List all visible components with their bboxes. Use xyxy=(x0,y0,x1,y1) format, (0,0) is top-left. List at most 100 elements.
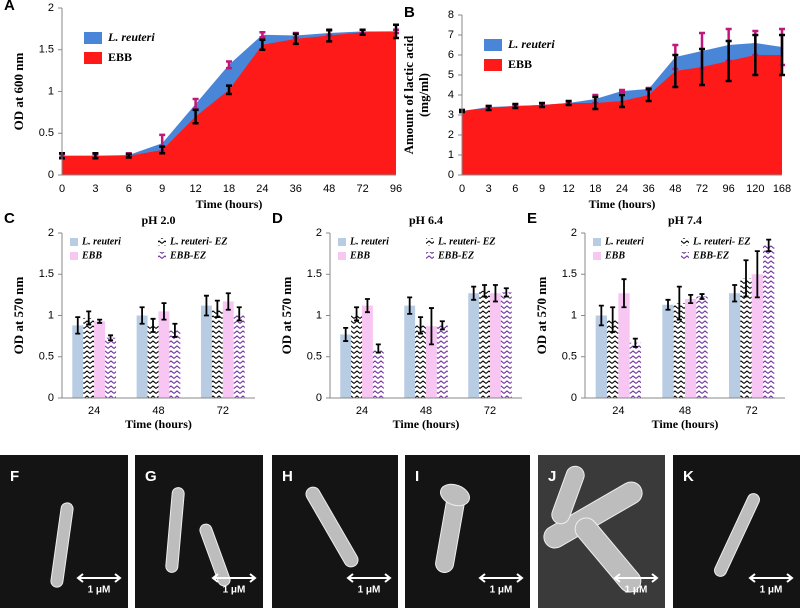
scale-label: 1 μM xyxy=(88,585,111,596)
error-bar xyxy=(225,292,231,311)
scale-bar xyxy=(748,573,794,583)
x-tick-label: 36 xyxy=(643,183,655,195)
x-tick-label: 72 xyxy=(217,405,229,417)
sem-image: K 1 μM xyxy=(673,455,800,608)
x-tick-label: 120 xyxy=(746,183,764,195)
y-tick-label: 1 xyxy=(316,309,322,321)
x-tick-label: 72 xyxy=(746,405,758,417)
error-bar xyxy=(375,343,381,354)
error-bar xyxy=(125,152,132,159)
error-bar xyxy=(485,104,492,112)
error-bar xyxy=(492,284,498,303)
area xyxy=(462,55,782,175)
image-label: K xyxy=(683,468,694,485)
bar xyxy=(685,299,697,398)
x-tick-label: 24 xyxy=(256,183,268,195)
legend-label: L. reuteri xyxy=(507,37,555,51)
error-bar xyxy=(418,316,424,335)
error-bar xyxy=(226,60,232,70)
legend-swatch xyxy=(426,238,434,246)
y-tick-label: 1 xyxy=(571,309,577,321)
y-axis-label: OD at 570 nm xyxy=(11,277,26,355)
bar xyxy=(426,326,437,398)
legend-label: EBB xyxy=(349,250,370,261)
y-tick-label: 2 xyxy=(48,2,54,14)
x-tick-label: 48 xyxy=(420,405,432,417)
legend-swatch xyxy=(593,238,601,246)
bacterium xyxy=(714,493,760,577)
error-bar xyxy=(699,293,705,300)
legend-swatch xyxy=(593,252,601,260)
x-tick-label: 72 xyxy=(356,183,368,195)
bar xyxy=(372,348,384,398)
legend-swatch xyxy=(158,238,166,246)
x-tick-label: 48 xyxy=(679,405,691,417)
error-bar xyxy=(236,306,242,322)
bar xyxy=(740,278,752,398)
bar xyxy=(436,325,448,398)
bar xyxy=(490,293,501,398)
error-bar xyxy=(354,306,360,322)
x-tick-label: 48 xyxy=(323,183,335,195)
legend-label: L. reuteri- EZ xyxy=(169,236,228,247)
error-bar xyxy=(343,326,349,342)
bar xyxy=(415,325,426,398)
bar xyxy=(500,292,512,398)
y-tick-label: 0 xyxy=(48,169,54,181)
error-bar xyxy=(672,53,679,89)
bar xyxy=(351,313,362,398)
legend-label: EBB-EZ xyxy=(692,250,729,261)
bacterium xyxy=(543,481,643,549)
bar xyxy=(468,293,480,398)
error-bar xyxy=(610,306,616,333)
legend-swatch xyxy=(681,252,689,260)
scale-label: 1 μM xyxy=(625,585,648,596)
error-bar xyxy=(619,93,625,109)
x-tick-label: 24 xyxy=(612,405,624,417)
scale-bar xyxy=(76,573,122,583)
error-bar xyxy=(766,238,772,253)
error-bar xyxy=(699,47,705,87)
y-tick-label: 2 xyxy=(571,227,577,239)
error-bar xyxy=(503,287,509,298)
x-tick-label: 24 xyxy=(616,183,628,195)
legend-label: L. reuteri- EZ xyxy=(437,236,496,247)
error-bar xyxy=(428,307,434,346)
chart-title: pH 7.4 xyxy=(668,213,702,227)
legend-swatch xyxy=(484,39,502,51)
bacterium xyxy=(439,483,471,507)
y-tick-label: 1 xyxy=(48,309,54,321)
legend-label: EBB-EZ xyxy=(437,250,474,261)
panel-label: D xyxy=(272,210,283,227)
x-tick-label: 168 xyxy=(773,183,791,195)
error-bar xyxy=(743,259,749,298)
x-tick-label: 0 xyxy=(59,183,65,195)
chart-title: pH 6.4 xyxy=(409,213,443,227)
legend-swatch xyxy=(70,238,78,246)
legend-swatch xyxy=(338,238,346,246)
x-tick-label: 72 xyxy=(484,405,496,417)
error-bar xyxy=(632,337,638,348)
error-bar xyxy=(665,298,671,311)
bar xyxy=(629,342,641,398)
x-tick-label: 12 xyxy=(563,183,575,195)
y-tick-label: 3 xyxy=(448,109,454,121)
legend-swatch xyxy=(70,252,78,260)
y-tick-label: 2 xyxy=(316,227,322,239)
error-bar xyxy=(592,95,599,111)
x-tick-label: 48 xyxy=(152,405,164,417)
scale-bar xyxy=(211,573,257,583)
bar xyxy=(607,319,619,398)
error-bar xyxy=(598,304,604,327)
y-tick-label: 0.5 xyxy=(307,351,322,363)
x-tick-label: 6 xyxy=(126,183,132,195)
error-bar xyxy=(139,306,145,325)
image-label: G xyxy=(145,468,157,485)
y-tick-label: 4 xyxy=(448,89,454,101)
error-bar xyxy=(439,320,445,331)
error-bar xyxy=(364,298,370,314)
error-bar xyxy=(471,285,477,301)
error-bar xyxy=(259,38,266,51)
y-tick-label: 2 xyxy=(48,227,54,239)
bar xyxy=(618,293,630,398)
